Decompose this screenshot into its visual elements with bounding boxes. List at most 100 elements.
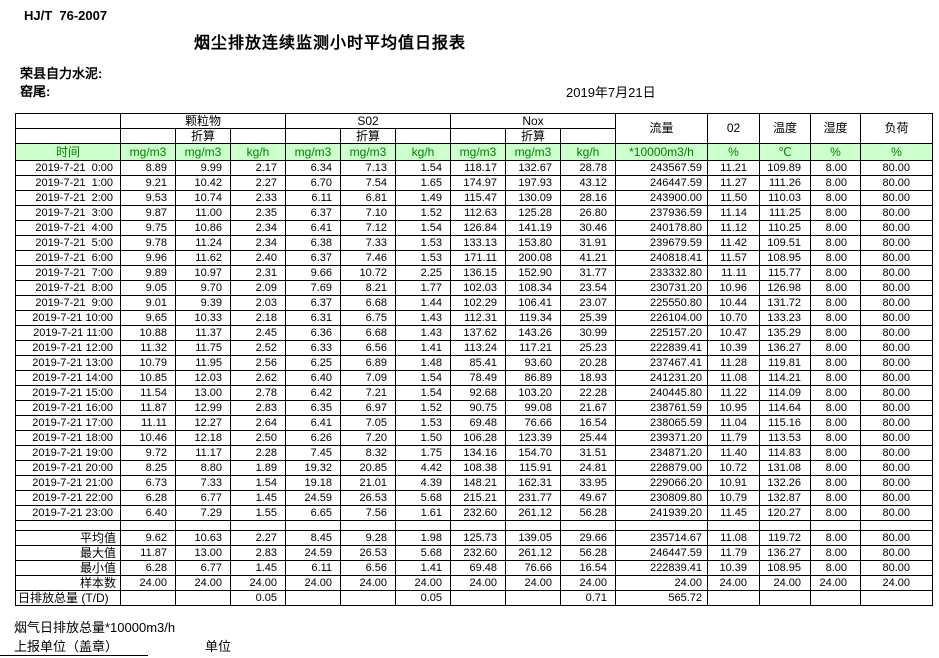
- value-cell: 114.64: [759, 400, 811, 416]
- value-cell: 6.68: [340, 295, 396, 311]
- value-cell: 8.00: [810, 220, 861, 236]
- value-cell: 11.27: [707, 175, 760, 191]
- value-cell: 119.81: [759, 355, 811, 371]
- value-cell: 111.26: [759, 175, 811, 191]
- time-cell: 2019-7-21 16:00: [15, 400, 121, 416]
- value-cell: 197.93: [505, 175, 561, 191]
- value-cell: [175, 590, 231, 606]
- value-cell: 11.54: [120, 385, 176, 401]
- value-cell: 8.00: [810, 505, 861, 521]
- value-cell: 11.22: [707, 385, 760, 401]
- value-cell: [810, 590, 861, 606]
- time-cell: 2019-7-21 13:00: [15, 355, 121, 371]
- value-cell: 1.41: [395, 560, 451, 576]
- value-cell: 1.54: [395, 385, 451, 401]
- value-cell: 9.01: [120, 295, 176, 311]
- value-cell: 1.55: [230, 505, 286, 521]
- value-cell: 8.00: [810, 430, 861, 446]
- value-cell: 1.44: [395, 295, 451, 311]
- table-row: 2019-7-21 4:00 9.75 10.86 2.34 6.41 7.12 1.54 1…: [15, 220, 933, 236]
- value-cell: 110.03: [759, 190, 811, 206]
- value-cell: 108.34: [505, 280, 561, 296]
- value-cell: 112.31: [450, 310, 506, 326]
- value-cell: 9.72: [120, 445, 176, 461]
- value-cell: 103.20: [505, 385, 561, 401]
- value-cell: 2.31: [230, 265, 286, 281]
- value-cell: 10.79: [707, 490, 760, 506]
- time-cell: 2019-7-21 4:00: [15, 220, 121, 236]
- unit-cell: kg/h: [230, 143, 286, 161]
- value-cell: 2.03: [230, 295, 286, 311]
- value-cell: 11.42: [707, 235, 760, 251]
- value-cell: 6.70: [285, 175, 341, 191]
- time-cell: 2019-7-21 9:00: [15, 295, 121, 311]
- value-cell: 113.53: [759, 430, 811, 446]
- spacer-row: [15, 520, 933, 531]
- value-cell: 31.91: [560, 235, 616, 251]
- table-row: 2019-7-21 5:00 9.78 11.24 2.34 6.38 7.33 1.53 1…: [15, 235, 933, 251]
- value-cell: 19.32: [285, 460, 341, 476]
- value-cell: 2.52: [230, 340, 286, 356]
- value-cell: 7.33: [175, 475, 231, 491]
- value-cell: 24.00: [285, 575, 341, 591]
- header-empty-cell: [230, 128, 286, 144]
- value-cell: 80.00: [860, 385, 933, 401]
- value-cell: 7.69: [285, 280, 341, 296]
- value-cell: 80.00: [860, 295, 933, 311]
- value-cell: 226104.00: [615, 310, 708, 326]
- table-row: 2019-7-21 3:00 9.87 11.00 2.35 6.37 7.10 1.52 1…: [15, 205, 933, 221]
- value-cell: 120.27: [759, 505, 811, 521]
- value-cell: 9.99: [175, 160, 231, 176]
- value-cell: [505, 590, 561, 606]
- value-cell: 8.00: [810, 560, 861, 576]
- value-cell: 78.49: [450, 370, 506, 386]
- value-cell: 119.34: [505, 310, 561, 326]
- table-row: 2019-7-21 1:00 9.21 10.42 2.27 6.70 7.54 1.65 1…: [15, 175, 933, 191]
- time-cell: 2019-7-21 14:00: [15, 370, 121, 386]
- value-cell: 56.28: [560, 545, 616, 561]
- value-cell: 11.75: [175, 340, 231, 356]
- value-cell: 80.00: [860, 220, 933, 236]
- value-cell: 24.00: [340, 575, 396, 591]
- value-cell: 9.75: [120, 220, 176, 236]
- value-cell: 43.12: [560, 175, 616, 191]
- value-cell: 6.37: [285, 295, 341, 311]
- value-cell: 6.97: [340, 400, 396, 416]
- value-cell: 31.51: [560, 445, 616, 461]
- value-cell: 148.21: [450, 475, 506, 491]
- time-cell: 2019-7-21 7:00: [15, 265, 121, 281]
- table-row: 2019-7-21 7:00 9.89 10.97 2.31 9.66 10.72 2.25…: [15, 265, 933, 281]
- value-cell: 80.00: [860, 355, 933, 371]
- value-cell: 9.28: [340, 530, 396, 546]
- value-cell: 141.19: [505, 220, 561, 236]
- value-cell: 109.89: [759, 160, 811, 176]
- value-cell: 56.28: [560, 505, 616, 521]
- table-row: 2019-7-21 12:00 11.32 11.75 2.52 6.33 6.56 1.4…: [15, 340, 933, 356]
- value-cell: 10.96: [707, 280, 760, 296]
- value-cell: 8.80: [175, 460, 231, 476]
- time-cell: 2019-7-21 1:00: [15, 175, 121, 191]
- value-cell: 2.40: [230, 250, 286, 266]
- value-cell: 241939.20: [615, 505, 708, 521]
- value-cell: 243567.59: [615, 160, 708, 176]
- value-cell: 11.14: [707, 205, 760, 221]
- value-cell: 6.11: [285, 560, 341, 576]
- value-cell: 7.13: [340, 160, 396, 176]
- value-cell: 80.00: [860, 280, 933, 296]
- value-cell: 10.39: [707, 340, 760, 356]
- value-cell: 115.77: [759, 265, 811, 281]
- value-cell: 11.17: [175, 445, 231, 461]
- value-cell: 112.63: [450, 205, 506, 221]
- unit-cell: mg/m3: [450, 143, 506, 161]
- value-cell: 6.41: [285, 220, 341, 236]
- value-cell: 80.00: [860, 370, 933, 386]
- value-cell: 8.00: [810, 310, 861, 326]
- value-cell: 7.45: [285, 445, 341, 461]
- value-cell: 69.48: [450, 415, 506, 431]
- col-group-particulate: 颗粒物: [120, 113, 286, 129]
- table-row: 2019-7-21 14:00 10.85 12.03 2.62 6.40 7.09 1.5…: [15, 370, 933, 386]
- value-cell: 76.66: [505, 560, 561, 576]
- value-cell: 8.00: [810, 175, 861, 191]
- value-cell: 80.00: [860, 340, 933, 356]
- value-cell: 225550.80: [615, 295, 708, 311]
